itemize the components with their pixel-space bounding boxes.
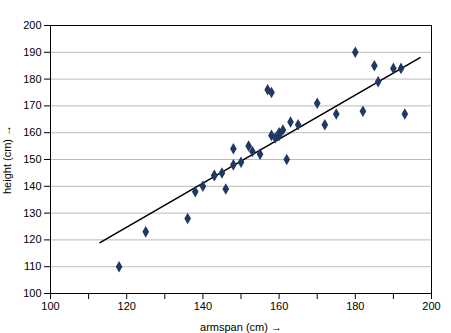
svg-text:170: 170 [23,99,41,111]
svg-text:120: 120 [118,300,136,312]
svg-text:160: 160 [23,126,41,138]
svg-text:140: 140 [194,300,212,312]
svg-text:150: 150 [23,153,41,165]
svg-text:height (cm) →: height (cm) → [1,125,13,194]
svg-text:130: 130 [23,207,41,219]
svg-text:160: 160 [270,300,288,312]
svg-text:180: 180 [23,73,41,85]
svg-text:100: 100 [41,300,59,312]
svg-text:180: 180 [346,300,364,312]
svg-text:armspan (cm) →: armspan (cm) → [200,321,282,333]
svg-text:140: 140 [23,180,41,192]
svg-text:110: 110 [24,260,42,272]
svg-text:120: 120 [23,233,41,245]
svg-text:200: 200 [23,19,41,31]
svg-text:100: 100 [23,287,41,299]
svg-text:190: 190 [23,46,41,58]
svg-text:200: 200 [422,300,440,312]
